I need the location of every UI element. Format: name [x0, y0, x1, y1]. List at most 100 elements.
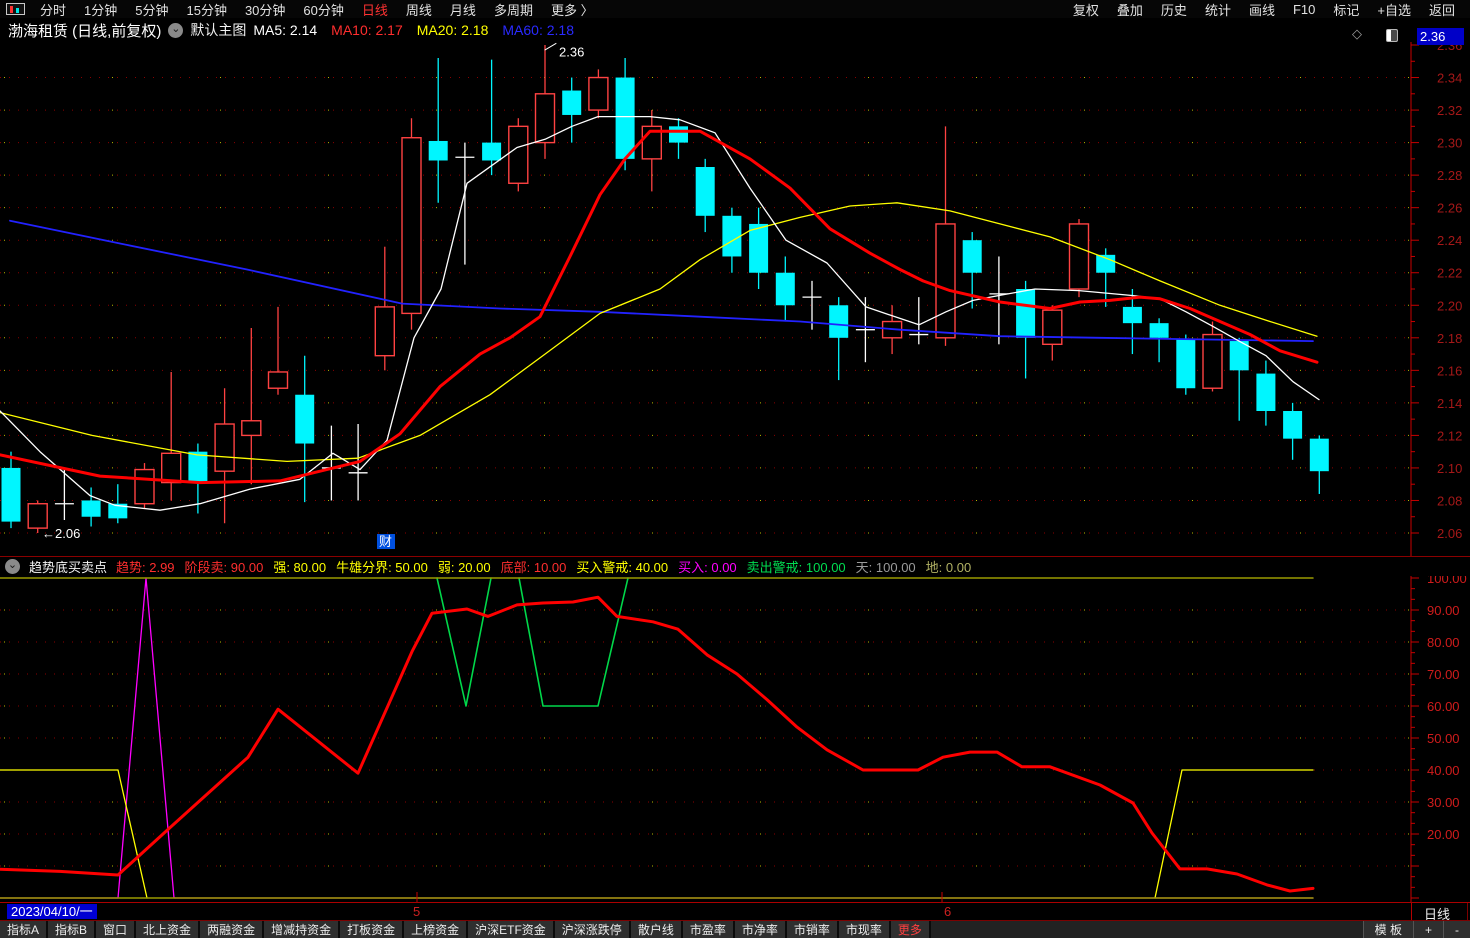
indicator-tab-打板资金[interactable]: 打板资金	[340, 921, 405, 938]
candle-down	[188, 451, 208, 483]
period-tab-5分钟[interactable]: 5分钟	[135, 2, 169, 18]
candle-down	[108, 503, 128, 519]
annotation-event-marker: 财	[379, 534, 392, 549]
candle-up	[534, 93, 556, 144]
trend-line	[0, 595, 1315, 893]
action-叠加[interactable]: 叠加	[1116, 2, 1143, 18]
price-axis-label: 2.14	[1437, 396, 1462, 411]
candle-down	[295, 394, 315, 444]
candle-down	[1256, 373, 1276, 411]
price-axis-label: 2.20	[1437, 298, 1462, 313]
indicator-axis-label: 60.00	[1427, 699, 1460, 714]
price-axis-label: 2.30	[1437, 136, 1462, 151]
candle-down	[1, 467, 21, 522]
price-axis-label: 2.32	[1437, 103, 1462, 118]
period-toolbar: 分时 1分钟 5分钟 15分钟 30分钟 60分钟 日线 周线 月线 多周期 更多 〉 复权 叠加 历史…	[0, 0, 1470, 18]
candle-down	[1229, 341, 1249, 371]
action-统计[interactable]: 统计	[1204, 2, 1231, 18]
main-chart-selector[interactable]: 默认主图	[190, 22, 247, 38]
indicator-field-牛雄分界: 牛雄分界: 50.00	[336, 560, 428, 575]
indicator-tab-市现率[interactable]: 市现率	[838, 921, 891, 938]
action-画线[interactable]: 画线	[1248, 2, 1275, 18]
candle-down	[722, 215, 742, 257]
indicator-tab-市盈率[interactable]: 市盈率	[682, 921, 735, 938]
period-tab-周线[interactable]: 周线	[405, 2, 432, 18]
indicator-tab-more[interactable]: 更多	[890, 921, 931, 938]
ma-value-MA20: MA20: 2.18	[416, 22, 489, 38]
ma20-line	[0, 202, 1318, 463]
ma-value-MA5: MA5: 2.14	[253, 22, 318, 38]
ma-value-MA10: MA10: 2.17	[331, 22, 403, 38]
indicator-chart[interactable]: 100.00 90.00 80.00 70.00 60.00 50.00 40.00 30.0…	[0, 576, 1470, 902]
indicator-axis-label: 30.00	[1427, 795, 1460, 810]
zoom-out-button[interactable]: -	[1443, 921, 1470, 938]
indicator-tab-市净率[interactable]: 市净率	[734, 921, 787, 938]
action-历史[interactable]: 历史	[1160, 2, 1187, 18]
zoom-in-button[interactable]: +	[1412, 921, 1443, 938]
indicator-axis-label: 20.00	[1427, 827, 1460, 842]
period-tab-多周期[interactable]: 多周期	[493, 2, 533, 18]
period-tab-更多 〉[interactable]: 更多 〉	[550, 2, 594, 18]
ma10-line	[0, 129, 1319, 485]
candle-down	[1122, 306, 1142, 324]
action-标记[interactable]: 标记	[1333, 2, 1360, 18]
candlestick-canvas[interactable]: 2.36 2.34 2.32 2.30 2.28 2.26 2.24 2.22 2.20 2.18…	[0, 42, 1470, 556]
indicator-axis-label: 90.00	[1427, 603, 1460, 618]
indicator-tab-指标B[interactable]: 指标B	[48, 921, 97, 938]
candle-up	[160, 452, 182, 484]
period-label: 日线	[1424, 907, 1451, 922]
indicator-tab-北上资金[interactable]: 北上资金	[136, 921, 201, 938]
indicator-field-地: 地: 0.00	[925, 560, 972, 575]
indicator-tab-窗口[interactable]: 窗口	[96, 921, 137, 938]
split-page-icon[interactable]	[1386, 29, 1398, 42]
diamond-icon[interactable]: ◇	[1352, 26, 1362, 41]
date-label: 2023/04/10/一	[7, 904, 97, 919]
indicator-tab-沪深涨跌停[interactable]: 沪深涨跌停	[554, 921, 631, 938]
template-button[interactable]: 模 板	[1362, 921, 1413, 938]
period-tab-1分钟[interactable]: 1分钟	[84, 2, 118, 18]
indicator-tab-沪深ETF资金[interactable]: 沪深ETF资金	[468, 921, 555, 938]
indicator-axis-label: 40.00	[1427, 763, 1460, 778]
indicator-tab-上榜资金[interactable]: 上榜资金	[404, 921, 469, 938]
candle-down	[829, 305, 849, 338]
indicator-tab-指标A[interactable]: 指标A	[0, 921, 49, 938]
indicator-field-趋势: 趋势: 2.99	[116, 560, 175, 575]
candle-up	[1068, 223, 1090, 290]
price-axis-label: 2.06	[1437, 526, 1462, 541]
period-tab-60分钟[interactable]: 60分钟	[303, 2, 344, 18]
right-edge-line	[1467, 903, 1468, 920]
indicator-tab-两融资金[interactable]: 两融资金	[200, 921, 265, 938]
indicator-canvas[interactable]: 100.00 90.00 80.00 70.00 60.00 50.00 40.00 30.0…	[0, 576, 1470, 902]
price-axis-label: 2.24	[1437, 233, 1462, 248]
candle-up	[134, 468, 155, 505]
candle-down	[962, 240, 982, 273]
indicator-chevron-icon[interactable]: ⌄	[5, 559, 20, 574]
chart-window-icon[interactable]	[6, 3, 25, 15]
annotation-high-label: 2.36	[559, 44, 584, 59]
action-+自选[interactable]: +自选	[1377, 2, 1411, 18]
month-label-5: 5	[413, 904, 421, 919]
action-F10[interactable]: F10	[1292, 1, 1316, 17]
period-tab-30分钟[interactable]: 30分钟	[244, 2, 286, 18]
indicator-toolbar: 指标A 指标B 窗口 北上资金 两融资金 增减持资金 打板资金 上榜资金 沪深ETF资金 沪深涨跌…	[0, 921, 1470, 938]
period-tab-月线[interactable]: 月线	[449, 2, 476, 18]
action-复权[interactable]: 复权	[1072, 2, 1099, 18]
period-tab-分时[interactable]: 分时	[40, 2, 67, 18]
period-tab-15分钟[interactable]: 15分钟	[186, 2, 227, 18]
indicator-tab-市销率[interactable]: 市销率	[786, 921, 839, 938]
price-axis-label: 2.34	[1437, 71, 1462, 86]
indicator-header: ⌄ 趋势底买卖点 趋势: 2.99 阶段卖: 90.00 强: 80.00 牛雄分界:…	[0, 556, 1470, 576]
price-axis-label: 2.12	[1437, 428, 1462, 443]
main-candlestick-chart[interactable]: 2.36 2.34 2.32 2.30 2.28 2.26 2.24 2.22 2.20 2.18…	[0, 42, 1470, 556]
period-tab-日线[interactable]: 日线	[361, 2, 388, 18]
stock-title: 渤海租赁 (日线,前复权)	[8, 22, 162, 40]
indicator-tab-散户线[interactable]: 散户线	[630, 921, 683, 938]
candle-down	[1283, 411, 1303, 439]
action-返回[interactable]: 返回	[1428, 2, 1455, 18]
indicator-tab-增减持资金[interactable]: 增减持资金	[264, 921, 341, 938]
ma-value-MA60: MA60: 2.18	[502, 22, 574, 38]
candle-down	[1176, 339, 1196, 389]
chevron-down-icon[interactable]: ⌄	[168, 22, 184, 38]
annotation-low-label: ←2.06	[42, 526, 80, 541]
sell-warning-line	[436, 577, 492, 707]
